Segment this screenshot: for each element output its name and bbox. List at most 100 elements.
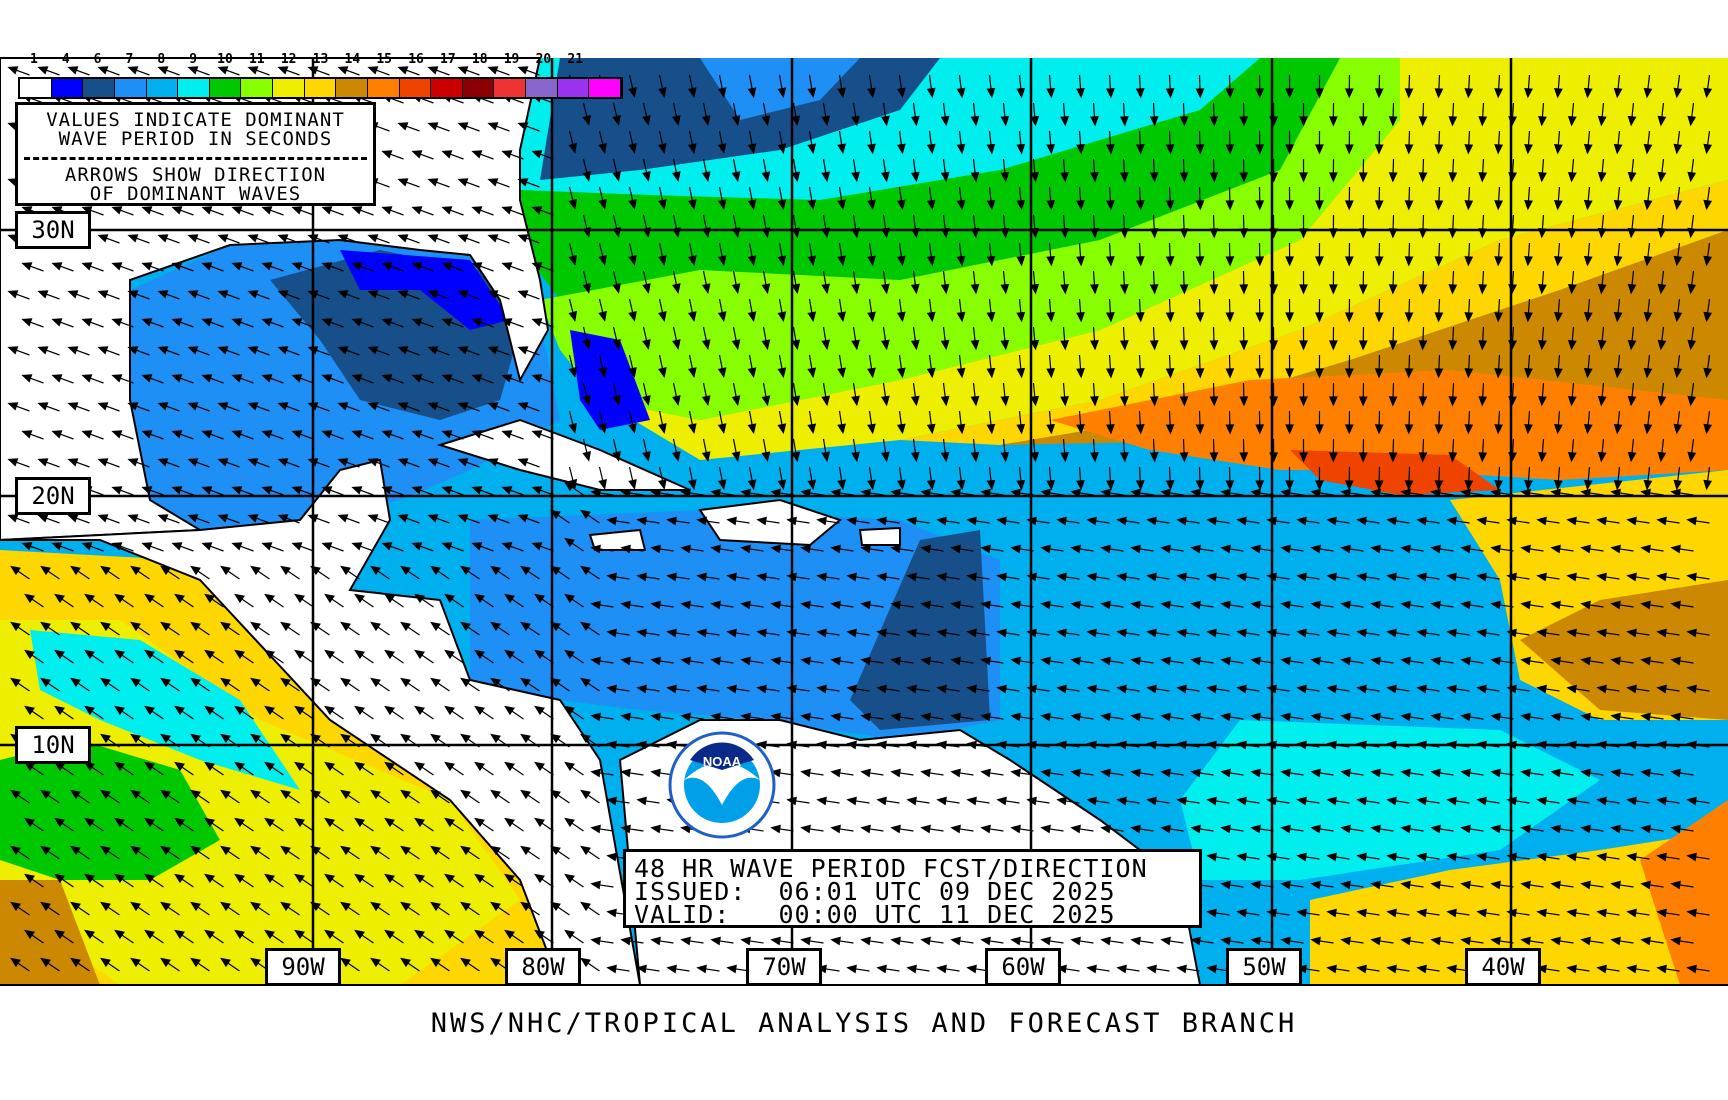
direction-arrow — [1344, 410, 1354, 435]
direction-arrow — [217, 234, 240, 244]
direction-arrow — [231, 542, 254, 552]
direction-arrow — [24, 649, 44, 664]
direction-arrow — [1135, 298, 1145, 323]
direction-arrow — [7, 514, 30, 524]
direction-arrow — [324, 873, 344, 888]
legend-swatch — [494, 79, 526, 97]
direction-arrow — [606, 684, 630, 694]
direction-arrow — [1046, 242, 1056, 267]
direction-arrow — [672, 438, 681, 462]
direction-arrow — [910, 326, 920, 351]
direction-arrow — [1430, 656, 1454, 666]
direction-arrow — [247, 346, 270, 356]
direction-arrow — [890, 712, 914, 722]
direction-arrow — [321, 374, 344, 384]
direction-arrow — [906, 964, 930, 974]
direction-arrow — [7, 290, 30, 300]
direction-arrow — [280, 901, 300, 916]
direction-arrow — [1206, 796, 1230, 806]
direction-arrow — [1130, 488, 1154, 498]
legend-labels: 1 4 6 7 8 9 10 11 12 13 14 15 16 17 18 19 20 21 — [18, 52, 623, 72]
direction-arrow — [680, 600, 704, 610]
direction-arrow — [1643, 298, 1653, 323]
direction-arrow — [740, 656, 764, 666]
direction-arrow — [1116, 796, 1140, 806]
direction-arrow — [111, 206, 134, 216]
direction-arrow — [474, 761, 494, 776]
direction-arrow — [187, 514, 210, 524]
direction-arrow — [127, 234, 150, 244]
direction-arrow — [1686, 684, 1710, 694]
direction-arrow — [174, 817, 194, 832]
direction-arrow — [564, 761, 584, 776]
direction-arrow — [1086, 572, 1110, 582]
direction-arrow — [1434, 74, 1444, 99]
direction-arrow — [1165, 466, 1175, 491]
direction-arrow — [851, 438, 860, 463]
direction-arrow — [204, 761, 224, 776]
direction-arrow — [250, 789, 270, 804]
direction-arrow — [1040, 712, 1064, 722]
direction-arrow — [550, 845, 570, 860]
direction-arrow — [1176, 796, 1200, 806]
direction-arrow — [100, 845, 120, 860]
direction-arrow — [1149, 438, 1159, 463]
direction-arrow — [777, 130, 787, 155]
direction-arrow — [1536, 796, 1560, 806]
direction-arrow — [1370, 488, 1394, 498]
direction-arrow — [1476, 908, 1500, 918]
direction-arrow — [761, 158, 771, 183]
direction-arrow — [1255, 130, 1265, 155]
direction-arrow — [940, 326, 950, 351]
direction-arrow — [171, 542, 194, 552]
direction-arrow — [672, 102, 681, 126]
direction-arrow — [860, 768, 884, 778]
direction-arrow — [1326, 852, 1350, 862]
direction-arrow — [1703, 410, 1713, 435]
direction-arrow — [100, 901, 120, 916]
direction-arrow — [1130, 656, 1154, 666]
direction-arrow — [400, 565, 420, 580]
legend-swatch — [526, 79, 558, 97]
direction-arrow — [1280, 824, 1304, 834]
direction-arrow — [1476, 628, 1500, 638]
direction-arrow — [1610, 544, 1634, 554]
direction-arrow — [1285, 410, 1295, 435]
direction-arrow — [612, 270, 621, 294]
direction-arrow — [1146, 796, 1170, 806]
direction-arrow — [756, 516, 780, 526]
direction-arrow — [1550, 544, 1574, 554]
direction-arrow — [1100, 824, 1124, 834]
issued-time: ISSUED: 06:01 UTC 09 DEC 2025 — [634, 877, 1116, 906]
direction-arrow — [1344, 466, 1354, 491]
direction-arrow — [1220, 936, 1244, 946]
direction-arrow — [70, 957, 90, 972]
direction-arrow — [1040, 768, 1064, 778]
direction-arrow — [1100, 600, 1124, 610]
direction-arrow — [157, 234, 180, 244]
direction-arrow — [367, 290, 390, 300]
direction-arrow — [1478, 438, 1488, 463]
direction-arrow — [1643, 466, 1653, 491]
direction-arrow — [160, 845, 180, 860]
direction-arrow — [351, 262, 374, 272]
lat-label-20n: 20N — [15, 477, 91, 515]
direction-arrow — [1016, 130, 1026, 155]
color-legend — [18, 77, 623, 99]
direction-arrow — [37, 402, 60, 412]
direction-arrow — [1643, 130, 1653, 155]
direction-arrow — [1536, 572, 1560, 582]
direction-arrow — [1135, 410, 1145, 435]
direction-arrow — [1657, 102, 1667, 127]
direction-arrow — [1149, 102, 1159, 127]
direction-arrow — [234, 929, 254, 944]
direction-arrow — [867, 74, 876, 99]
direction-arrow — [84, 873, 104, 888]
direction-arrow — [397, 458, 420, 468]
direction-arrow — [7, 458, 30, 468]
direction-arrow — [1703, 242, 1713, 267]
direction-arrow — [294, 873, 314, 888]
direction-arrow — [40, 957, 60, 972]
divider — [24, 157, 367, 160]
direction-arrow — [1119, 326, 1129, 351]
